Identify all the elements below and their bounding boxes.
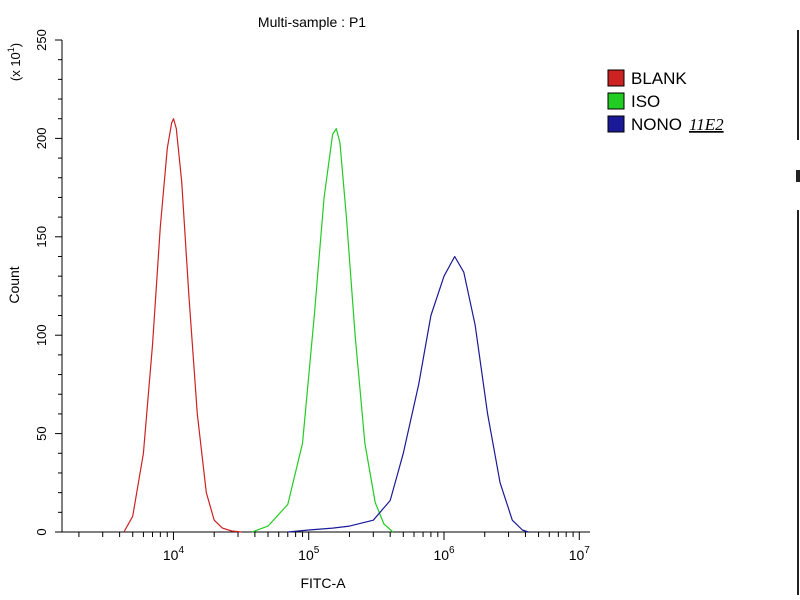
y-tick-label: 150 (34, 226, 49, 248)
y-tick-label: 50 (34, 426, 49, 440)
series-line-iso (251, 128, 394, 533)
edge-line-bottom (797, 210, 799, 595)
x-axis-label: FITC-A (300, 575, 346, 591)
legend-label-iso: ISO (631, 92, 660, 111)
y-axis-label: Count (6, 266, 22, 303)
y-tick-label: 200 (34, 128, 49, 150)
y-tick-label: 100 (34, 324, 49, 346)
y-tick-label: 0 (34, 528, 49, 535)
legend-label-nono: NONO 11E2 (631, 115, 724, 134)
legend-swatch-nono (607, 115, 625, 133)
x-tick-label: 106 (433, 545, 455, 563)
y-axis-multiplier-exponent: 1 (6, 47, 16, 52)
x-tick-label: 105 (298, 545, 320, 563)
legend-label-blank: BLANK (631, 69, 687, 88)
series-line-nono (287, 255, 529, 533)
legend-swatch-iso (607, 92, 625, 110)
x-tick-label: 107 (569, 545, 591, 563)
chart-title: Multi-sample : P1 (258, 14, 366, 30)
edge-mark-middle (796, 170, 800, 182)
y-tick-label: 250 (34, 29, 49, 51)
x-tick-label: 104 (163, 545, 185, 563)
legend-swatch-blank (607, 69, 625, 87)
series-line-blank (123, 118, 242, 533)
y-axis-multiplier: (x 101) (6, 43, 23, 81)
edge-line-top (797, 30, 799, 140)
legend-label-suffix: 11E2 (689, 115, 724, 134)
